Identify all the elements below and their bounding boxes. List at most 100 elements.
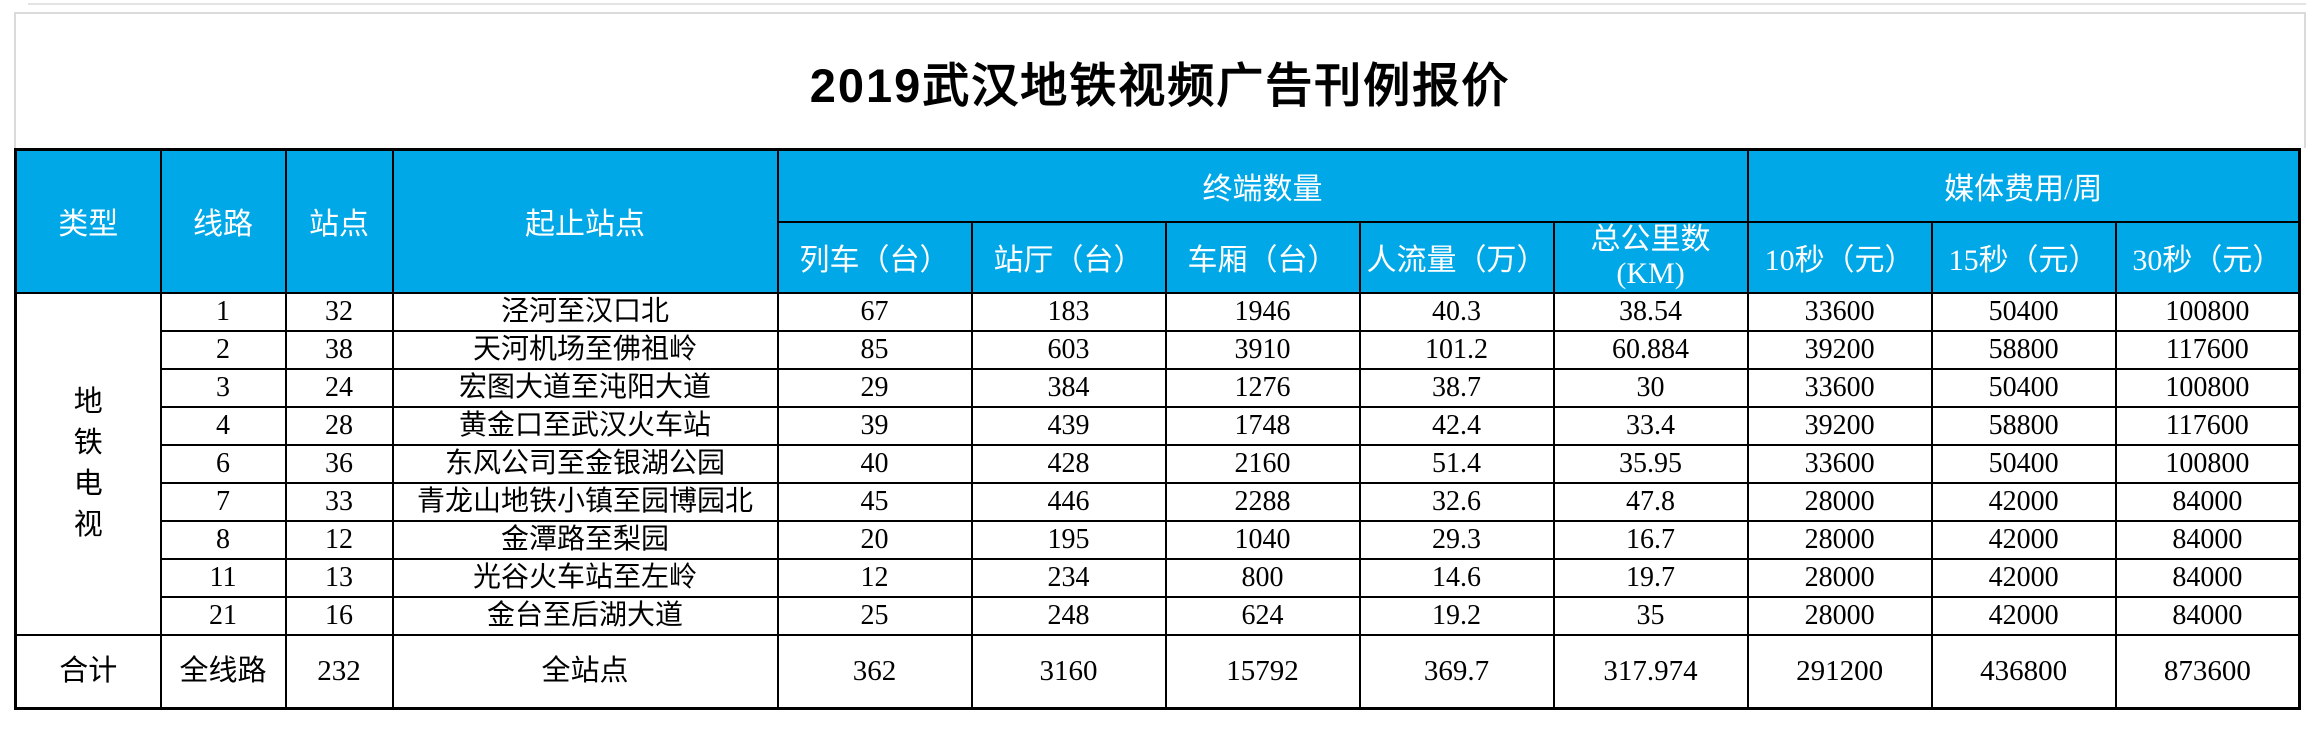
total-fee-10s: 291200 <box>1746 633 1933 710</box>
cell-stations: 12 <box>284 519 394 560</box>
cell-fee-10s: 28000 <box>1746 595 1933 636</box>
cell-traffic: 32.6 <box>1358 481 1555 522</box>
table-body: 地铁电视 1 32 泾河至汉口北 67 183 1946 40.3 38.54 33600 5040… <box>14 291 2301 710</box>
header-sub-row: 列车（台） 站厅（台） 车厢（台） 人流量（万） 总公里数 (KM) 10秒（元… <box>16 220 2301 294</box>
cell-fee-15s: 42000 <box>1930 557 2117 598</box>
cell-stations: 16 <box>284 595 394 636</box>
cell-route: 泾河至汉口北 <box>391 291 779 332</box>
cell-traffic: 19.2 <box>1358 595 1555 636</box>
cell-line: 8 <box>159 519 287 560</box>
cell-line: 1 <box>159 291 287 332</box>
cell-trains: 20 <box>776 519 973 560</box>
cell-traffic: 40.3 <box>1358 291 1555 332</box>
cell-traffic: 14.6 <box>1358 557 1555 598</box>
cell-traffic: 29.3 <box>1358 519 1555 560</box>
cell-route: 天河机场至佛祖岭 <box>391 329 779 370</box>
cell-line: 3 <box>159 367 287 408</box>
cell-fee-10s: 28000 <box>1746 519 1933 560</box>
cell-fee-30s: 84000 <box>2114 519 2301 560</box>
cell-fee-30s: 84000 <box>2114 595 2301 636</box>
cell-trains: 12 <box>776 557 973 598</box>
cell-fee-10s: 28000 <box>1746 481 1933 522</box>
rate-table: 类型 线路 站点 起止站点 终端数量 媒体费用/周 列车（台） 站厅（台） 车厢… <box>14 148 2302 710</box>
cell-fee-15s: 58800 <box>1930 405 2117 446</box>
cell-fee-10s: 28000 <box>1746 557 1933 598</box>
cell-fee-15s: 42000 <box>1930 595 2117 636</box>
category-label-char: 电 <box>73 467 103 500</box>
cell-line: 11 <box>159 557 287 598</box>
total-fee-30s: 873600 <box>2114 633 2301 710</box>
cell-route: 东风公司至金银湖公园 <box>391 443 779 484</box>
header-halls: 站厅（台） <box>970 220 1167 294</box>
cell-line: 4 <box>159 405 287 446</box>
cell-carriages: 1748 <box>1164 405 1361 446</box>
cell-route: 金台至后湖大道 <box>391 595 779 636</box>
category-label-char: 地 <box>73 385 103 418</box>
cell-stations: 33 <box>284 481 394 522</box>
header-group-fees: 媒体费用/周 <box>1746 148 2301 223</box>
cell-fee-15s: 50400 <box>1930 443 2117 484</box>
table-row: 2 38 天河机场至佛祖岭 85 603 3910 101.2 60.884 39200 5880… <box>16 329 2301 370</box>
cell-fee-15s: 50400 <box>1930 291 2117 332</box>
cell-trains: 25 <box>776 595 973 636</box>
cell-halls: 248 <box>970 595 1167 636</box>
total-route: 全站点 <box>391 633 779 710</box>
cell-total-km: 60.884 <box>1552 329 1749 370</box>
cell-fee-30s: 84000 <box>2114 557 2301 598</box>
cell-traffic: 51.4 <box>1358 443 1555 484</box>
total-total-label: 合计 <box>14 633 162 710</box>
cell-fee-30s: 100800 <box>2114 291 2301 332</box>
cell-total-km: 19.7 <box>1552 557 1749 598</box>
cell-total-km: 35 <box>1552 595 1749 636</box>
cell-stations: 28 <box>284 405 394 446</box>
cell-halls: 234 <box>970 557 1167 598</box>
cell-total-km: 35.95 <box>1552 443 1749 484</box>
cell-line: 21 <box>159 595 287 636</box>
header-stations: 站点 <box>284 148 394 294</box>
total-total-km: 317.974 <box>1552 633 1749 710</box>
header-total-km-line2: (KM) <box>1616 257 1685 290</box>
cell-stations: 38 <box>284 329 394 370</box>
cell-traffic: 42.4 <box>1358 405 1555 446</box>
cell-line: 2 <box>159 329 287 370</box>
total-fee-15s: 436800 <box>1930 633 2117 710</box>
title-band: 2019武汉地铁视频广告刊例报价 <box>14 12 2306 148</box>
cell-halls: 195 <box>970 519 1167 560</box>
header-group-terminals: 终端数量 <box>776 148 1749 223</box>
cell-fee-10s: 33600 <box>1746 291 1933 332</box>
total-carriages: 15792 <box>1164 633 1361 710</box>
header-trains: 列车（台） <box>776 220 973 294</box>
cell-carriages: 800 <box>1164 557 1361 598</box>
cell-traffic: 38.7 <box>1358 367 1555 408</box>
cell-route: 金潭路至梨园 <box>391 519 779 560</box>
cell-fee-10s: 33600 <box>1746 443 1933 484</box>
cell-halls: 603 <box>970 329 1167 370</box>
table-row: 7 33 青龙山地铁小镇至园博园北 45 446 2288 32.6 47.8 28000 420… <box>16 481 2301 522</box>
cell-carriages: 2288 <box>1164 481 1361 522</box>
cell-carriages: 1946 <box>1164 291 1361 332</box>
cell-fee-15s: 42000 <box>1930 519 2117 560</box>
header-total-km: 总公里数 (KM) <box>1552 220 1749 294</box>
cell-fee-15s: 42000 <box>1930 481 2117 522</box>
header-carriages: 车厢（台） <box>1164 220 1361 294</box>
total-stations: 232 <box>284 633 394 710</box>
cell-carriages: 3910 <box>1164 329 1361 370</box>
header-fee-15s: 15秒（元） <box>1930 220 2117 294</box>
cell-trains: 39 <box>776 405 973 446</box>
cell-halls: 428 <box>970 443 1167 484</box>
cell-fee-15s: 58800 <box>1930 329 2117 370</box>
cell-total-km: 16.7 <box>1552 519 1749 560</box>
header-line: 线路 <box>159 148 287 294</box>
cell-route: 黄金口至武汉火车站 <box>391 405 779 446</box>
cell-stations: 13 <box>284 557 394 598</box>
cell-route: 宏图大道至沌阳大道 <box>391 367 779 408</box>
cell-total-km: 30 <box>1552 367 1749 408</box>
cell-trains: 40 <box>776 443 973 484</box>
cell-carriages: 624 <box>1164 595 1361 636</box>
header-fee-10s: 10秒（元） <box>1746 220 1933 294</box>
cell-line: 7 <box>159 481 287 522</box>
cell-stations: 32 <box>284 291 394 332</box>
cell-carriages: 1040 <box>1164 519 1361 560</box>
cell-total-km: 33.4 <box>1552 405 1749 446</box>
table-row: 地铁电视 1 32 泾河至汉口北 67 183 1946 40.3 38.54 33600 5040… <box>14 291 2301 636</box>
